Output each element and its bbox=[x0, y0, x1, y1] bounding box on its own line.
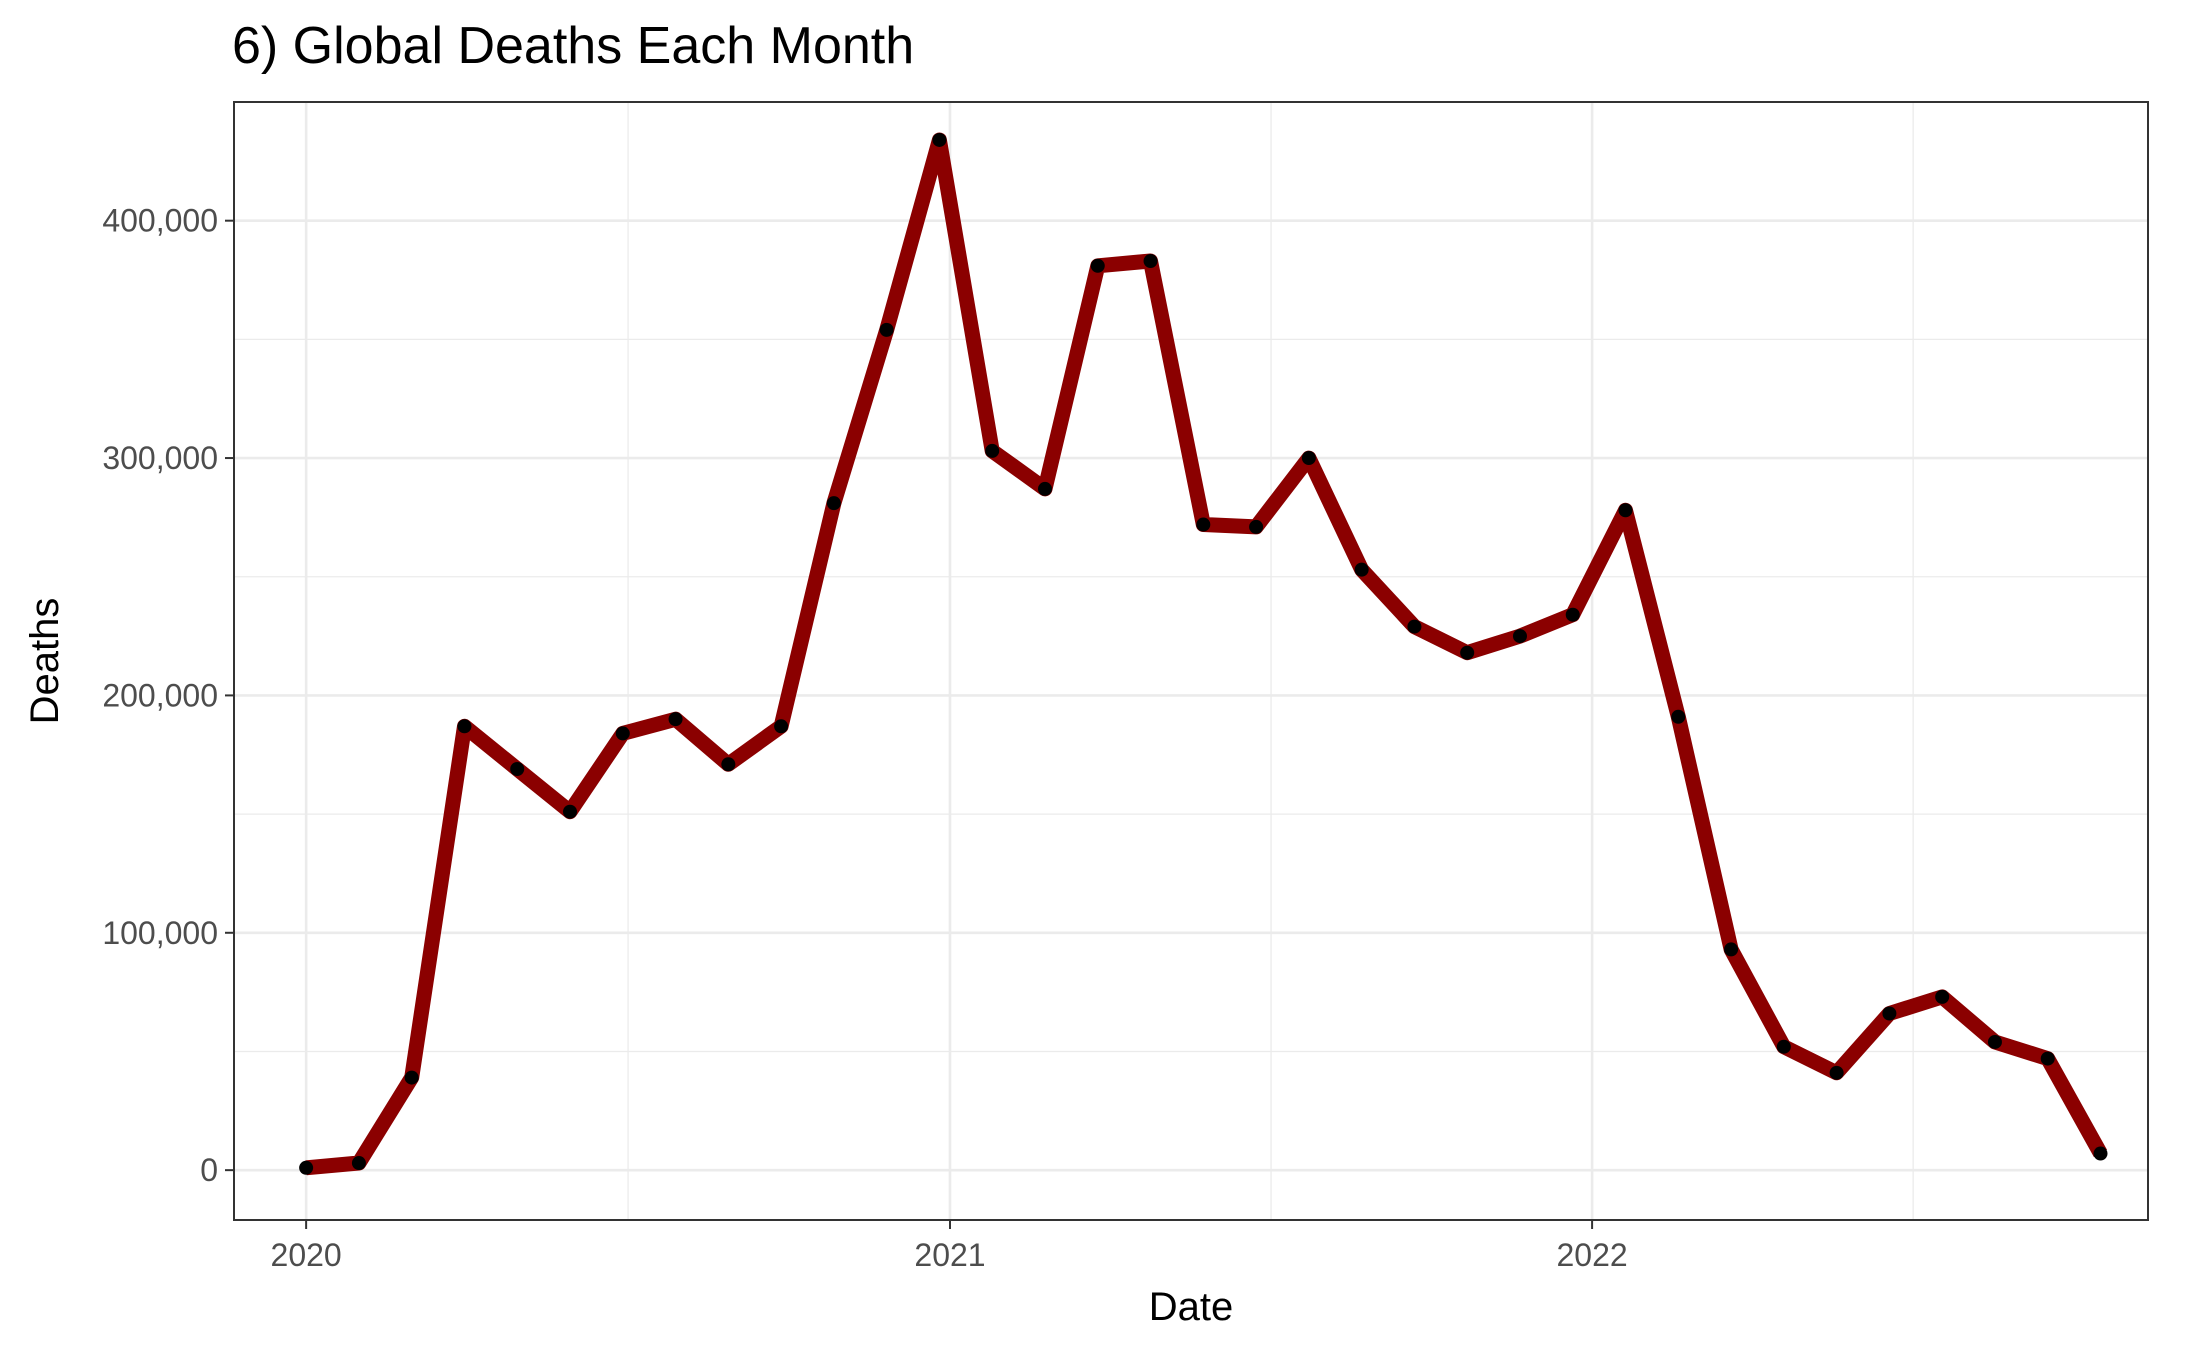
data-point bbox=[351, 1156, 366, 1171]
data-point bbox=[1935, 989, 1950, 1004]
data-point bbox=[457, 719, 472, 734]
data-point bbox=[826, 496, 841, 511]
y-tick-label: 200,000 bbox=[102, 677, 218, 713]
data-point bbox=[1882, 1006, 1897, 1021]
data-point bbox=[879, 322, 894, 337]
data-point bbox=[1776, 1039, 1791, 1054]
grid bbox=[234, 101, 2148, 1220]
series bbox=[299, 132, 2108, 1176]
data-point bbox=[721, 757, 736, 772]
series-line bbox=[305, 132, 2108, 1176]
axes: 0 100,000 200,000 300,000 400,000 2020 2021 202… bbox=[102, 203, 1627, 1273]
data-point bbox=[1724, 942, 1739, 957]
y-tick-label: 300,000 bbox=[102, 440, 218, 476]
data-point bbox=[2093, 1146, 2108, 1161]
data-point bbox=[774, 719, 789, 734]
data-point bbox=[668, 712, 683, 727]
data-point bbox=[510, 762, 525, 777]
y-tick-label: 0 bbox=[200, 1152, 218, 1188]
x-tick-label: 2021 bbox=[914, 1237, 985, 1273]
data-point bbox=[563, 804, 578, 819]
data-point bbox=[2040, 1051, 2055, 1066]
data-point bbox=[1196, 517, 1211, 532]
data-point bbox=[1249, 519, 1264, 534]
data-point bbox=[1671, 709, 1686, 724]
plot-panel-border bbox=[233, 101, 2149, 1221]
chart-title: 6) Global Deaths Each Month bbox=[232, 17, 914, 75]
data-point bbox=[1618, 503, 1633, 518]
data-point bbox=[1354, 562, 1369, 577]
y-tick-label: 400,000 bbox=[102, 203, 218, 239]
y-axis-title: Deaths bbox=[23, 598, 67, 725]
data-point bbox=[1460, 645, 1475, 660]
data-point bbox=[615, 726, 630, 741]
data-point bbox=[404, 1070, 419, 1085]
data-point bbox=[299, 1160, 314, 1175]
data-point bbox=[1987, 1034, 2002, 1049]
data-point bbox=[1301, 451, 1316, 466]
data-point bbox=[1565, 607, 1580, 622]
data-point bbox=[1037, 481, 1052, 496]
y-tick-label: 100,000 bbox=[102, 915, 218, 951]
data-point bbox=[1512, 629, 1527, 644]
x-tick-label: 2022 bbox=[1557, 1237, 1628, 1273]
x-tick-label: 2020 bbox=[271, 1237, 342, 1273]
data-point bbox=[985, 443, 1000, 458]
data-point bbox=[932, 132, 947, 147]
x-axis-title: Date bbox=[1149, 1285, 1234, 1329]
data-point bbox=[1407, 619, 1422, 634]
data-point bbox=[1829, 1065, 1844, 1080]
data-point bbox=[1090, 258, 1105, 273]
data-point bbox=[1143, 254, 1158, 269]
